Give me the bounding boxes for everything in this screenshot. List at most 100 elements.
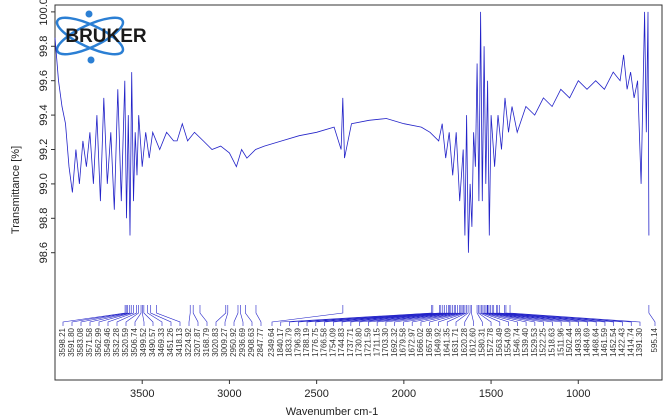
peak-leader xyxy=(80,305,129,326)
peak-leader xyxy=(156,305,181,326)
peak-leader xyxy=(488,305,562,326)
peak-leader xyxy=(411,305,462,326)
peak-label: 1468.64 xyxy=(591,327,600,356)
peak-leader xyxy=(464,305,471,326)
y-tick-label: 99.0 xyxy=(38,173,50,194)
peak-leader xyxy=(315,305,444,326)
peak-label: 1737.71 xyxy=(346,327,355,356)
peak-label: 1522.25 xyxy=(539,327,548,356)
peak-label: 3451.26 xyxy=(166,327,175,356)
y-tick-label: 98.8 xyxy=(38,208,50,229)
peak-label: 3224.92 xyxy=(184,327,193,356)
peak-leader xyxy=(446,305,467,326)
plot-frame xyxy=(54,4,663,381)
peak-label: 1796.39 xyxy=(293,327,302,356)
peak-label: 1641.35 xyxy=(442,327,451,356)
peak-leader xyxy=(485,305,536,326)
x-tick-label: 1000 xyxy=(566,388,590,400)
peak-leader xyxy=(297,305,440,326)
peak-label: 3591.80 xyxy=(67,327,76,356)
peak-leader xyxy=(481,305,509,326)
y-tick-label: 98.6 xyxy=(38,242,50,263)
peak-leader xyxy=(504,305,623,326)
peak-leader xyxy=(141,305,145,326)
logo-text: BRUKER xyxy=(65,26,147,47)
peak-label: 1788.19 xyxy=(302,327,311,356)
logo-orbit xyxy=(55,16,125,56)
peak-leader xyxy=(496,305,597,326)
peak-leader xyxy=(497,305,606,326)
peak-leader xyxy=(125,305,139,326)
peak-leader xyxy=(143,305,154,326)
y-tick-label: 99.2 xyxy=(38,139,50,160)
peak-leader xyxy=(376,305,455,326)
peak-leader xyxy=(71,305,127,326)
peak-leader xyxy=(107,305,134,326)
peak-leader xyxy=(188,305,191,326)
x-tick-label: 2000 xyxy=(392,388,416,400)
peak-leader xyxy=(487,305,553,326)
peak-leader xyxy=(482,305,518,326)
spectrum-line xyxy=(54,11,650,253)
peak-leader xyxy=(486,305,544,326)
peak-label: 1563.49 xyxy=(495,327,504,356)
logo-dot xyxy=(85,10,93,18)
peak-leader xyxy=(438,305,466,326)
peak-leader xyxy=(134,305,142,326)
peak-leader xyxy=(271,305,344,326)
peak-leader xyxy=(499,305,615,326)
peak-label: 2936.69 xyxy=(238,327,247,356)
peak-label: 3490.57 xyxy=(148,327,157,356)
peak-label: 1721.59 xyxy=(363,327,372,356)
peak-leader xyxy=(147,305,163,326)
peak-label: 2908.63 xyxy=(247,327,256,356)
peak-label: 3571.58 xyxy=(85,327,94,356)
peak-leader xyxy=(403,305,461,326)
peak-label: 1452.54 xyxy=(609,327,618,356)
peak-label: 3562.99 xyxy=(94,327,103,356)
peak-label: 1672.97 xyxy=(407,327,416,356)
peak-label: 1518.63 xyxy=(547,327,556,356)
peak-leader xyxy=(479,305,501,326)
peak-label: 1730.80 xyxy=(355,327,364,356)
peak-leader xyxy=(98,305,132,326)
peak-leader xyxy=(476,305,483,326)
peak-label: 1546.74 xyxy=(512,327,521,356)
peak-label: 1744.83 xyxy=(337,327,346,356)
peak-leader xyxy=(483,305,527,326)
peak-leader xyxy=(255,305,262,326)
peak-leader xyxy=(490,305,571,326)
x-tick-label: 3000 xyxy=(217,388,241,400)
peak-leader xyxy=(289,305,434,326)
peak-leader xyxy=(324,305,445,326)
peak-label: 1414.74 xyxy=(626,327,635,356)
peak-label: 1511.96 xyxy=(556,327,565,356)
peak-label: 1754.09 xyxy=(328,327,337,356)
peak-label: 3520.59 xyxy=(121,327,130,356)
peak-leader xyxy=(509,305,641,326)
peak-label: 1711.15 xyxy=(372,327,381,356)
logo-orbit xyxy=(55,16,125,56)
peak-leader xyxy=(245,305,253,326)
peak-leader xyxy=(341,305,449,326)
peak-leader xyxy=(192,305,199,326)
peak-leader xyxy=(350,305,450,326)
peak-label: 1461.59 xyxy=(600,327,609,356)
y-tick-label: 99.4 xyxy=(38,104,50,125)
y-axis-label: Transmittance [%] xyxy=(10,146,22,234)
peak-leader xyxy=(648,305,656,326)
peak-label: 3532.28 xyxy=(112,327,121,356)
y-tick-label: 99.6 xyxy=(38,70,50,91)
peak-label: 1580.31 xyxy=(477,327,486,356)
peak-leader xyxy=(455,305,469,326)
peak-label: 3469.33 xyxy=(157,327,166,356)
x-tick-label: 3500 xyxy=(130,388,154,400)
peak-leader xyxy=(150,305,172,326)
peak-label: 1539.40 xyxy=(521,327,530,356)
peak-leader xyxy=(89,305,131,326)
y-tick-label: 99.8 xyxy=(38,36,50,57)
peak-leader xyxy=(368,305,453,326)
peak-label: 1484.69 xyxy=(583,327,592,356)
